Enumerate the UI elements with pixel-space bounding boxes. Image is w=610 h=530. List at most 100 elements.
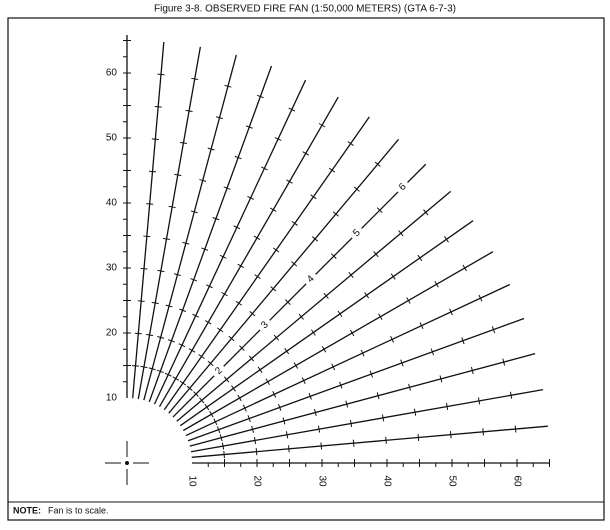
ray-tick	[223, 450, 225, 459]
fan-ray	[190, 388, 544, 453]
ray-tick	[369, 370, 373, 378]
ray-tick	[257, 366, 263, 373]
ray-tick	[332, 211, 339, 217]
ray-tick	[204, 403, 210, 411]
ray-tick	[352, 439, 355, 447]
center-point	[125, 461, 129, 465]
ray-label-bg	[397, 182, 408, 193]
ray-tick	[151, 301, 159, 305]
ray-tick	[310, 329, 316, 336]
ray-tick	[423, 209, 429, 216]
ray-tick	[213, 418, 218, 426]
ray-tick	[254, 274, 261, 280]
fan-ray	[143, 54, 237, 401]
ray-tick	[270, 286, 277, 292]
vertical-scale-label: 10	[106, 393, 118, 404]
ray-tick	[434, 280, 439, 288]
ray-tick	[269, 207, 277, 212]
horizontal-scale-label: 10	[186, 475, 197, 487]
fan-ray	[185, 283, 511, 437]
ray-tick	[345, 400, 349, 408]
ray-tick	[207, 360, 214, 367]
ray-tick	[288, 445, 290, 453]
ray-tick	[223, 376, 230, 383]
ray-tick	[179, 380, 187, 386]
ray-tick	[417, 433, 420, 442]
ray-tick	[157, 269, 165, 273]
ray-tick	[164, 372, 172, 377]
ray-tick	[140, 267, 148, 270]
ray-tick	[239, 345, 245, 351]
ray-tick	[237, 263, 245, 269]
ray-tick	[349, 329, 355, 337]
ray-tick	[247, 195, 254, 200]
ray-tick	[137, 300, 145, 302]
frame	[7, 17, 605, 521]
ray-tick	[165, 304, 173, 308]
vertical-scale-label: 30	[106, 263, 118, 274]
ray-tick	[157, 336, 165, 339]
ray-tick	[256, 94, 264, 99]
ray-tick	[308, 392, 312, 400]
ray-tick	[190, 278, 198, 282]
ray-tick	[219, 434, 223, 442]
ray-tick	[408, 383, 411, 391]
ray-tick	[204, 320, 212, 325]
ray-tick	[378, 313, 383, 321]
ray-tick	[462, 264, 467, 272]
fan-ray	[137, 46, 202, 400]
ray-tick	[216, 426, 221, 434]
ray-tick	[285, 299, 291, 305]
ray-tick	[134, 332, 142, 335]
ray-tick	[419, 322, 424, 330]
ray-tick	[323, 292, 329, 299]
vertical-scale-label: 60	[106, 68, 118, 79]
ray-tick	[318, 123, 326, 128]
ray-tick	[339, 381, 343, 389]
ray-tick	[321, 345, 327, 353]
ray-tick	[302, 151, 310, 156]
note-label: NOTE:	[13, 505, 41, 515]
ray-tick	[278, 403, 282, 411]
ray-label-bg	[213, 366, 224, 377]
ray-tick	[249, 310, 256, 317]
ray-tick	[207, 147, 215, 151]
ray-tick	[293, 362, 299, 369]
ray-tick	[231, 385, 236, 392]
ray-tick	[317, 425, 321, 433]
ray-tick	[253, 235, 261, 241]
ray-tick	[148, 170, 157, 173]
fan-ray	[168, 138, 400, 414]
fan-ray	[148, 65, 273, 403]
ray-tick	[140, 365, 148, 369]
ray-tick	[151, 138, 159, 141]
ray-tick	[286, 179, 293, 184]
ray-tick	[502, 358, 506, 366]
ray-tick	[245, 125, 253, 129]
ray-tick	[406, 297, 411, 304]
ray-tick	[260, 166, 268, 171]
ray-tick	[201, 247, 209, 251]
ray-tick	[312, 236, 319, 242]
ray-tick	[212, 217, 220, 221]
ray-tick	[223, 186, 231, 190]
ray-tick	[360, 349, 365, 357]
ray-tick	[461, 337, 465, 345]
ray-tick	[273, 334, 280, 341]
ray-tick	[291, 261, 298, 267]
ray-tick	[274, 137, 282, 141]
ray-tick	[347, 141, 354, 146]
ray-tick	[199, 397, 205, 404]
ray-tick	[206, 284, 213, 289]
ray-tick	[349, 419, 353, 428]
ray-tick	[209, 410, 214, 418]
fan-ray	[132, 42, 165, 399]
ray-tick	[272, 247, 280, 253]
ray-tick	[376, 392, 380, 400]
vertical-scale-label: 20	[106, 328, 118, 339]
ray-tick	[221, 442, 225, 450]
ray-tick	[186, 385, 193, 391]
fan-ray	[153, 79, 307, 405]
ray-tick	[444, 236, 449, 243]
